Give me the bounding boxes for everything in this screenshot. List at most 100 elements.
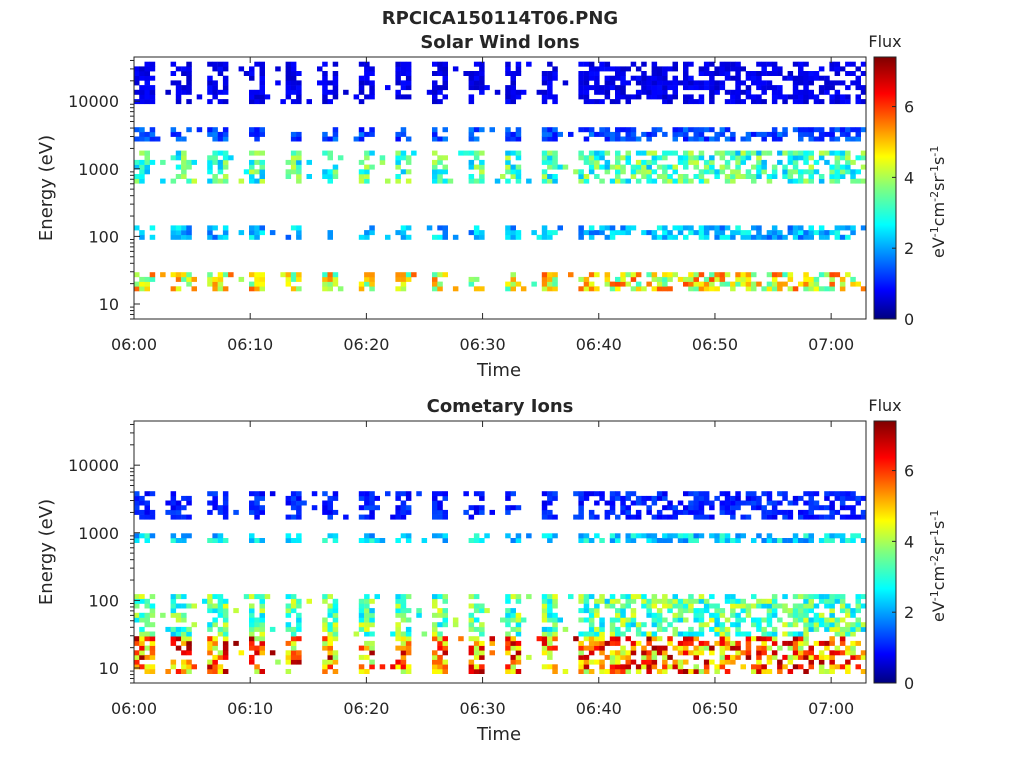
heatmap-cell bbox=[855, 626, 861, 632]
heatmap-cell bbox=[620, 66, 626, 72]
heatmap-cell bbox=[510, 272, 516, 278]
heatmap-cell bbox=[845, 664, 851, 670]
heatmap-cell bbox=[134, 225, 140, 231]
heatmap-cell bbox=[254, 276, 260, 282]
heatmap-cell bbox=[322, 174, 328, 179]
heatmap-cell bbox=[672, 505, 678, 511]
heatmap-cell bbox=[322, 598, 328, 604]
heatmap-cell bbox=[630, 286, 637, 292]
heatmap-cell bbox=[651, 664, 658, 670]
heatmap-cell bbox=[594, 598, 600, 604]
heatmap-cell bbox=[437, 533, 443, 539]
heatmap-cell bbox=[714, 626, 720, 632]
heatmap-cell bbox=[468, 650, 475, 656]
heatmap-cell bbox=[672, 178, 678, 184]
heatmap-cell bbox=[735, 66, 741, 72]
heatmap-cell bbox=[808, 594, 814, 600]
heatmap-cell bbox=[322, 150, 328, 156]
heatmap-cell bbox=[552, 174, 558, 179]
heatmap-cell bbox=[583, 631, 590, 637]
heatmap-cell bbox=[505, 85, 511, 91]
heatmap-cell bbox=[332, 603, 339, 609]
heatmap-cell bbox=[651, 272, 658, 278]
heatmap-cell bbox=[149, 640, 156, 646]
heatmap-cell bbox=[322, 500, 328, 506]
heatmap-cell bbox=[677, 612, 684, 618]
heatmap-cell bbox=[604, 509, 611, 515]
heatmap-cell bbox=[400, 664, 407, 670]
heatmap-cell bbox=[249, 286, 255, 292]
heatmap-cell bbox=[547, 61, 553, 67]
heatmap-cell bbox=[468, 75, 475, 81]
heatmap-cell bbox=[358, 622, 365, 628]
heatmap-cell bbox=[751, 491, 757, 497]
heatmap-cell bbox=[139, 136, 145, 142]
heatmap-cell bbox=[364, 495, 370, 501]
heatmap-cell bbox=[735, 631, 741, 637]
heatmap-cell bbox=[771, 505, 778, 511]
heatmap-cell bbox=[139, 169, 145, 175]
heatmap-cell bbox=[745, 150, 752, 156]
heatmap-cell bbox=[740, 617, 746, 623]
heatmap-cell bbox=[175, 80, 182, 86]
heatmap-cell bbox=[395, 659, 401, 665]
heatmap-cell bbox=[369, 500, 375, 506]
heatmap-cell bbox=[803, 669, 809, 674]
heatmap-cell bbox=[792, 654, 799, 660]
heatmap-cell bbox=[442, 80, 448, 86]
heatmap-cell bbox=[698, 514, 705, 520]
heatmap-cell bbox=[672, 514, 678, 520]
heatmap-cell bbox=[222, 636, 229, 642]
heatmap-cell bbox=[599, 131, 605, 137]
heatmap-cell bbox=[771, 131, 778, 137]
heatmap-cell bbox=[588, 622, 595, 628]
heatmap-cell bbox=[144, 491, 150, 497]
heatmap-cell bbox=[405, 538, 412, 543]
heatmap-cell bbox=[745, 94, 752, 100]
heatmap-cell bbox=[839, 505, 846, 511]
heatmap-cell bbox=[834, 230, 841, 236]
heatmap-cell bbox=[437, 631, 443, 637]
heatmap-cell bbox=[395, 626, 401, 632]
heatmap-cell bbox=[573, 636, 579, 642]
heatmap-cell bbox=[186, 71, 192, 76]
heatmap-cell bbox=[515, 174, 522, 179]
heatmap-cell bbox=[149, 650, 156, 656]
heatmap-cell bbox=[583, 608, 590, 614]
heatmap-cell bbox=[641, 169, 647, 175]
heatmap-cell bbox=[437, 645, 443, 651]
heatmap-cell bbox=[552, 276, 558, 282]
heatmap-cell bbox=[175, 174, 182, 179]
heatmap-cell bbox=[583, 617, 590, 623]
heatmap-cell bbox=[703, 71, 710, 76]
heatmap-cell bbox=[562, 80, 569, 86]
heatmap-cell bbox=[249, 66, 255, 72]
heatmap-cell bbox=[217, 71, 224, 76]
heatmap-cell bbox=[400, 654, 407, 660]
heatmap-cell bbox=[139, 178, 145, 184]
heatmap-cell bbox=[144, 169, 150, 175]
heatmap-cell bbox=[609, 631, 616, 637]
heatmap-cell bbox=[792, 286, 799, 292]
heatmap-cell bbox=[688, 150, 694, 156]
heatmap-cell bbox=[782, 174, 788, 179]
heatmap-cell bbox=[452, 622, 459, 628]
heatmap-cell bbox=[405, 608, 412, 614]
heatmap-cell bbox=[766, 631, 773, 637]
heatmap-cell bbox=[222, 178, 229, 184]
heatmap-cell bbox=[149, 669, 156, 674]
heatmap-cell bbox=[379, 159, 386, 165]
heatmap-cell bbox=[207, 509, 213, 515]
heatmap-cell bbox=[615, 85, 621, 91]
heatmap-cell bbox=[416, 608, 422, 614]
heatmap-cell bbox=[798, 225, 804, 231]
heatmap-cell bbox=[134, 598, 140, 604]
heatmap-cell bbox=[730, 603, 736, 609]
heatmap-cell bbox=[735, 617, 741, 623]
heatmap-cell bbox=[766, 509, 773, 515]
heatmap-cell bbox=[165, 669, 171, 674]
heatmap-cell bbox=[761, 669, 767, 674]
heatmap-cell bbox=[615, 71, 621, 76]
heatmap-cell bbox=[296, 276, 302, 282]
heatmap-cell bbox=[442, 272, 448, 278]
